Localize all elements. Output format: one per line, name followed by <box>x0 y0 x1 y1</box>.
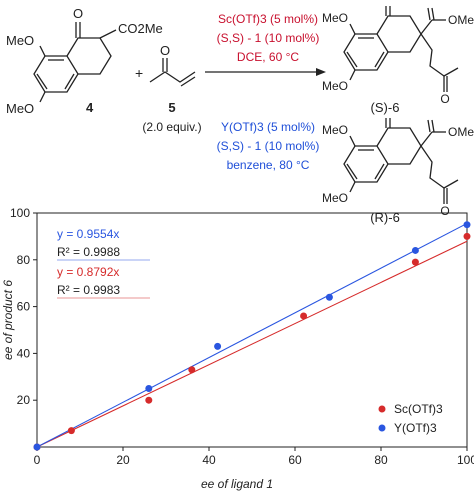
plus-sign: + <box>135 65 143 81</box>
carbonyl-oxygen: O <box>73 6 83 21</box>
legend-marker-y <box>378 424 386 432</box>
y-catalyst: Y(OTf)3 (5 mol%) <box>221 120 315 134</box>
plot-frame <box>36 212 468 448</box>
compound-5-label: 5 <box>168 100 175 115</box>
legend-label-y: Y(OTf)3 <box>394 421 437 435</box>
fit-lines <box>36 222 468 448</box>
fit-line-y <box>36 222 468 448</box>
y-solvent-temp: benzene, 80 °C <box>227 158 310 172</box>
fit-equation-sc: y = 0.8792x <box>57 265 119 279</box>
product-R-oxygen: O <box>440 204 449 218</box>
reaction-arrow <box>205 68 326 76</box>
reaction-scheme: O MeO MeO CO2Me 4 + O 5 (2.0 equiv.) Sc(… <box>6 6 474 225</box>
product-S-structure <box>343 6 459 92</box>
product-S-methoxy-bottom: MeO <box>322 79 348 93</box>
sc-ligand: (S,S) - 1 (10 mol%) <box>217 31 320 45</box>
legend-marker-sc <box>378 405 386 413</box>
y-ligand: (S,S) - 1 (10 mol%) <box>217 139 320 153</box>
product-R-methoxy-top: MeO <box>322 123 348 137</box>
compound-5-structure <box>149 58 196 87</box>
data-point-sc <box>188 366 196 374</box>
x-tick-label: 20 <box>116 453 130 467</box>
product-R-label: (R)-6 <box>370 210 400 225</box>
data-points <box>33 221 471 451</box>
y-tick-label: 40 <box>17 346 31 360</box>
data-point-sc <box>411 258 419 266</box>
y-tick-label: 80 <box>17 253 31 267</box>
axis-ticks: 0 20 40 60 80 100 20 40 60 80 100 <box>10 206 474 467</box>
legend: Sc(OTf)3 Y(OTf)3 <box>378 402 443 435</box>
sc-catalyst: Sc(OTf)3 (5 mol%) <box>218 12 318 26</box>
fit-r2-sc: R² = 0.9983 <box>57 283 120 297</box>
legend-label-sc: Sc(OTf)3 <box>394 402 443 416</box>
compound-4-label: 4 <box>86 100 94 115</box>
x-tick-label: 80 <box>374 453 388 467</box>
data-point-y <box>214 342 222 350</box>
data-point-sc <box>145 396 153 404</box>
product-S-methoxy-top: MeO <box>322 11 348 25</box>
data-point-y <box>325 293 333 301</box>
x-axis-label: ee of ligand 1 <box>201 477 273 491</box>
y-axis-label: ee of product 6 <box>1 280 15 360</box>
fit-equation-y: y = 0.9554x <box>57 227 119 241</box>
product-S-ester: OMe <box>448 13 474 27</box>
x-tick-label: 100 <box>457 453 474 467</box>
product-R-ester: OMe <box>448 125 474 139</box>
methoxy-label-bottom: MeO <box>6 101 34 116</box>
data-point-y <box>463 221 471 229</box>
methoxy-label-top: MeO <box>6 33 34 48</box>
y-tick-label: 100 <box>10 206 30 220</box>
chart: 0 20 40 60 80 100 20 40 60 80 100 y = 0.9554x R² =… <box>1 206 474 491</box>
y-tick-label: 20 <box>17 393 31 407</box>
product-S-label-text: (S)-6 <box>371 100 400 115</box>
product-S-oxygen: O <box>440 92 449 106</box>
product-R-methoxy-bottom: MeO <box>322 191 348 205</box>
y-tick-label: 60 <box>17 300 31 314</box>
fit-r2-y: R² = 0.9988 <box>57 245 120 259</box>
data-point-y <box>411 246 419 254</box>
data-point-sc <box>300 312 308 320</box>
data-point-sc <box>67 427 75 435</box>
product-R-structure <box>343 118 459 204</box>
fit-line-sc <box>36 240 468 448</box>
compound-5-equiv: (2.0 equiv.) <box>142 120 201 134</box>
compound-4-structure <box>33 22 117 103</box>
data-point-y <box>145 385 153 392</box>
x-tick-label: 60 <box>288 453 302 467</box>
mvk-oxygen: O <box>160 43 170 58</box>
sc-solvent-temp: DCE, 60 °C <box>237 50 299 64</box>
x-tick-label: 40 <box>202 453 216 467</box>
data-point-y <box>33 443 41 451</box>
x-tick-label: 0 <box>34 453 41 467</box>
ester-label: CO2Me <box>118 21 163 36</box>
data-point-sc <box>463 232 471 240</box>
